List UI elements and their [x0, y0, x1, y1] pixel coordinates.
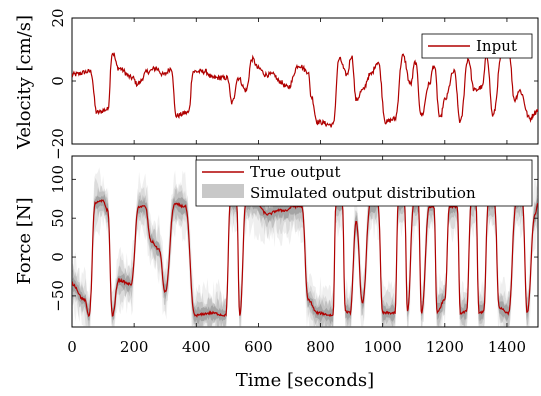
velocity-panel: −20 0 20 Velocity [cm/s] Input: [14, 8, 539, 160]
velocity-legend: Input: [421, 33, 533, 59]
force-legend: True output Simulated output distributio…: [195, 159, 533, 207]
true-output-series-line: [72, 199, 538, 318]
time-x-tick-label: 1400: [488, 338, 526, 356]
force-y-tick-label: −50: [49, 280, 67, 312]
input-series-line: [72, 46, 538, 128]
time-x-tick-label: 400: [182, 338, 211, 356]
force-y-axis-label: Force [N]: [14, 197, 35, 284]
time-x-tick-label: 200: [120, 338, 149, 356]
time-x-tick-label: 1000: [364, 338, 402, 356]
legend-label-true-output: True output: [250, 163, 341, 181]
time-x-tick-label: 800: [306, 338, 335, 356]
time-x-tick-label: 600: [244, 338, 273, 356]
force-legend-box: [195, 159, 533, 207]
force-y-tick-label: 100: [49, 165, 67, 194]
velocity-y-ticks: −20 0 20: [49, 8, 538, 160]
velocity-y-tick-label: 0: [49, 76, 67, 86]
force-plot-frame: [71, 155, 539, 328]
velocity-y-tick-label: 20: [49, 8, 67, 27]
force-y-tick-label: 0: [49, 252, 67, 262]
velocity-y-tick-label: −20: [49, 128, 67, 160]
force-y-tick-label: 50: [49, 209, 67, 228]
time-x-tick-label: 0: [67, 338, 77, 356]
legend-swatch-distribution: [202, 184, 244, 198]
time-x-tick-label: 1200: [426, 338, 464, 356]
legend-label-input: Input: [476, 37, 517, 55]
legend-label-distribution: Simulated output distribution: [250, 184, 476, 202]
time-x-axis-label: Time [seconds]: [236, 370, 374, 391]
velocity-y-axis-label: Velocity [cm/s]: [14, 15, 35, 150]
